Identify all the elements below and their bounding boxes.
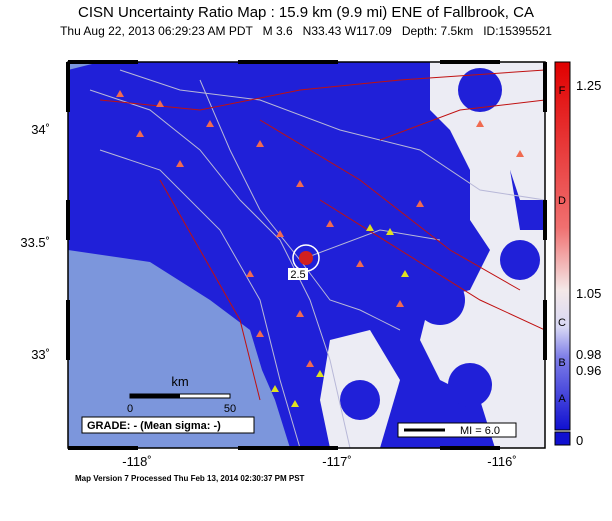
- grade-letter: A: [558, 393, 566, 405]
- grade: GRADE: - (Mean sigma: -): [87, 420, 221, 432]
- grade-letter: C: [558, 317, 566, 329]
- contour-label-box: [288, 268, 308, 280]
- stations-yellow: [271, 224, 409, 407]
- lat-label: 34˚: [31, 122, 50, 137]
- mi-legend: MI = 6.0: [460, 425, 500, 437]
- colorbar-label: 0.96: [576, 363, 601, 378]
- colorbar-label: 1.25: [576, 78, 601, 93]
- lat-label: 33.5˚: [20, 235, 50, 250]
- scale-start: 0: [127, 403, 133, 415]
- lon-label: -118˚: [122, 454, 151, 469]
- grade-box: [81, 416, 255, 434]
- subtitle: Thu Aug 22, 2013 06:29:23 AM PDT M 3.6 N…: [60, 24, 552, 38]
- grade-letter: B: [558, 357, 565, 369]
- lat-label: 33˚: [31, 347, 50, 362]
- colorbar: F D C B A 1.25 1.05 0.98 0.96 0: [554, 61, 601, 448]
- mi-box: [397, 422, 517, 438]
- grade-letter: F: [559, 85, 566, 97]
- contour-label: 2.5: [290, 269, 305, 281]
- stations: [116, 90, 524, 367]
- title: CISN Uncertainty Ratio Map : 15.9 km (9.…: [78, 4, 534, 21]
- colorbar-label: 1.05: [576, 286, 601, 301]
- grade-letter: D: [558, 195, 566, 207]
- footer: Map Version 7 Processed Thu Feb 13, 2014…: [75, 474, 305, 483]
- colorbar-label: 0.98: [576, 347, 601, 362]
- colorbar-label: 0: [576, 433, 583, 448]
- lon-label: -117˚: [322, 454, 351, 469]
- lon-label: -116˚: [487, 454, 516, 469]
- scale-unit: km: [171, 374, 188, 389]
- map-area: 2.5 km 0 50 GRADE: - (Mean sigma: -) MI …: [68, 62, 545, 448]
- scale-end: 50: [224, 403, 236, 415]
